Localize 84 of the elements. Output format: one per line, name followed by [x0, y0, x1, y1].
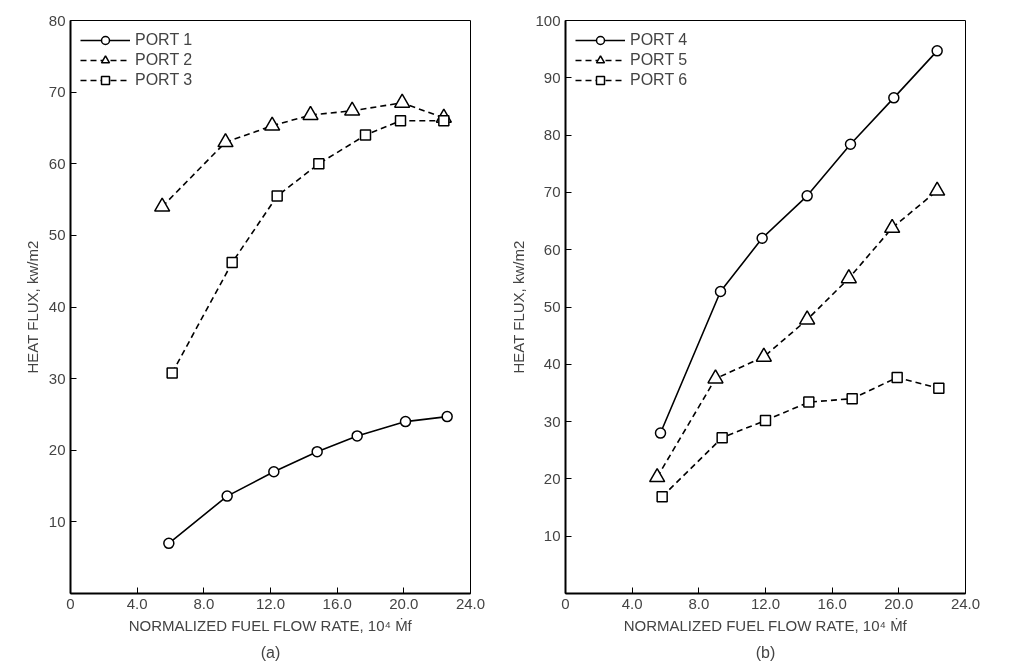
point [399, 415, 412, 428]
point [931, 45, 943, 57]
y-tick-label: 30 [543, 412, 561, 430]
y-tick-label: 60 [48, 154, 66, 172]
x-tick-label: 4.0 [126, 594, 148, 612]
point [311, 445, 323, 458]
point [394, 115, 407, 127]
x-tick-label: 24.0 [455, 594, 486, 612]
point [759, 414, 772, 427]
legend-label: PORT 4 [630, 31, 688, 49]
point [263, 116, 281, 131]
point [933, 382, 945, 395]
y-tick-label: 90 [543, 68, 561, 86]
point [755, 347, 773, 362]
x-tick-label: 0 [561, 594, 570, 612]
y-tick-label: 60 [543, 240, 561, 258]
y-axis-title: HEAT FLUX, kw/m2 [23, 240, 41, 374]
point [928, 181, 946, 196]
x-tick-label: 24.0 [950, 594, 981, 612]
point [153, 197, 171, 212]
x-axis-title: NORMALIZED FUEL FLOW RATE, 10⁴ Ṁf [623, 616, 908, 634]
x-tick-label: 20.0 [884, 594, 914, 612]
x-tick-label: 16.0 [322, 594, 352, 612]
point [803, 396, 815, 408]
point [393, 93, 411, 108]
text: (a) [260, 643, 281, 661]
y-tick-label: 30 [48, 369, 66, 387]
x-tick-label: 20.0 [389, 594, 419, 612]
y-tick-label: 10 [48, 512, 66, 530]
y-tick-label: 80 [48, 11, 66, 29]
point [844, 138, 857, 151]
text: (b) [755, 643, 776, 661]
y-tick-label: 10 [543, 527, 561, 545]
legend-label: PORT 2 [135, 51, 193, 69]
point [313, 158, 325, 170]
x-tick-label: 8.0 [193, 594, 215, 612]
point [891, 371, 903, 384]
point [648, 467, 666, 483]
point [654, 427, 667, 439]
point [166, 367, 178, 379]
point [163, 537, 175, 550]
point [656, 490, 668, 503]
y-tick-label: 40 [48, 298, 66, 315]
point [756, 232, 768, 244]
point [840, 268, 858, 284]
x-tick-label: 12.0 [750, 594, 781, 612]
y-tick-label: 50 [48, 226, 66, 244]
point [351, 430, 363, 442]
y-tick-label: 80 [543, 126, 561, 144]
point [888, 92, 900, 104]
x-tick-label: 16.0 [817, 594, 847, 612]
x-tick-label: 12.0 [255, 594, 286, 612]
legend-label: PORT 3 [135, 71, 193, 89]
y-tick-label: 100 [535, 11, 561, 29]
x-axis-title: NORMALIZED FUEL FLOW RATE, 10⁴ Ṁf [128, 616, 413, 634]
point [714, 285, 727, 298]
point [801, 190, 813, 202]
point [343, 101, 361, 116]
point [217, 132, 234, 148]
point [846, 392, 858, 405]
point [883, 218, 901, 234]
y-tick-label: 70 [543, 183, 561, 201]
legend-label: PORT 6 [630, 71, 688, 89]
point [716, 431, 728, 444]
y-axis-title: HEAT FLUX, kw/m2 [510, 240, 528, 374]
y-tick-label: 70 [48, 83, 66, 101]
x-tick-label: 0 [66, 594, 75, 612]
legend-label: PORT 5 [630, 51, 688, 69]
y-tick-label: 20 [48, 441, 66, 459]
legend-label: PORT 1 [135, 31, 193, 49]
point [302, 105, 319, 121]
y-tick-label: 20 [543, 469, 561, 487]
x-tick-label: 4.0 [621, 594, 643, 612]
point [271, 190, 283, 202]
y-tick-label: 50 [543, 298, 561, 315]
x-tick-label: 8.0 [688, 594, 710, 612]
point [221, 490, 233, 502]
point [359, 129, 372, 141]
y-tick-label: 40 [543, 355, 561, 373]
point [226, 256, 238, 269]
point [707, 369, 724, 384]
point [441, 410, 453, 423]
point [798, 310, 816, 325]
point [268, 466, 280, 478]
